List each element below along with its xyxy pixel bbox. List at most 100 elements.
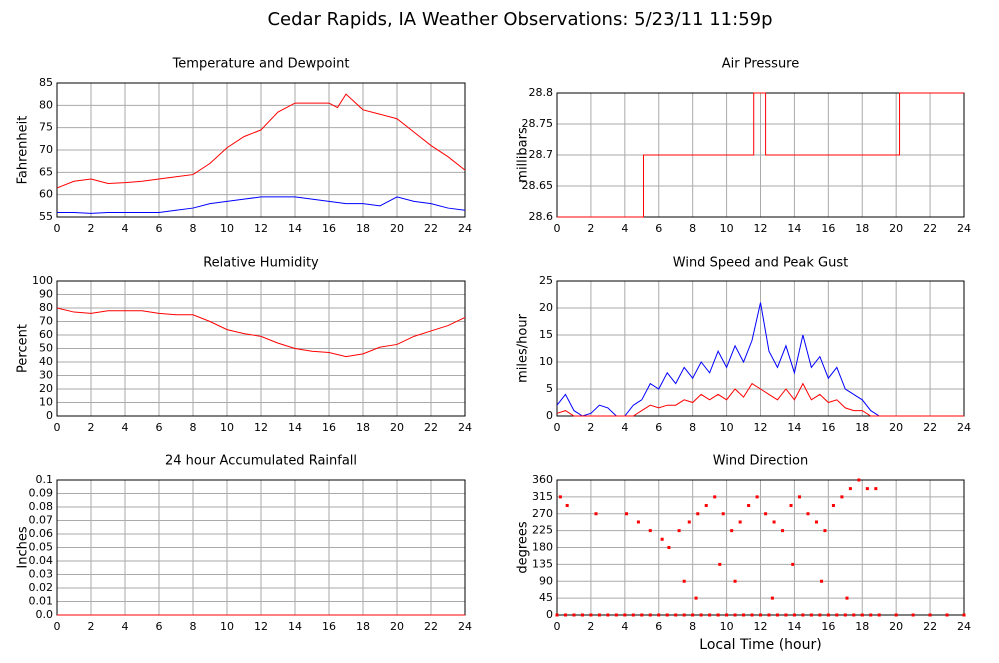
x-tick-label: 18 [855, 222, 869, 235]
data-point [806, 512, 810, 516]
x-tick-label: 22 [923, 222, 937, 235]
y-tick-label: 28.8 [529, 86, 554, 99]
x-tick-label: 2 [587, 222, 594, 235]
x-tick-label: 16 [821, 222, 835, 235]
y-tick-label: 315 [532, 490, 553, 503]
data-point [770, 596, 774, 600]
data-point [682, 579, 686, 583]
x-tick-label: 12 [754, 421, 768, 434]
page-title: Cedar Rapids, IA Weather Observations: 5… [267, 9, 772, 30]
data-point [742, 613, 746, 617]
data-point [874, 487, 878, 491]
x-tick-label: 6 [156, 421, 163, 434]
y-tick-label: 28.65 [522, 179, 554, 192]
x-tick-label: 16 [322, 620, 336, 633]
x-tick-label: 14 [288, 222, 302, 235]
y-tick-label: 80 [39, 98, 53, 111]
data-point [843, 613, 847, 617]
plot-frame [56, 280, 466, 417]
data-point [835, 613, 839, 617]
data-point [660, 537, 664, 541]
x-tick-label: 8 [190, 421, 197, 434]
x-tick-label: 8 [190, 222, 197, 235]
x-tick-label: 22 [424, 421, 438, 434]
data-point [823, 529, 827, 533]
x-tick-label: 2 [88, 222, 95, 235]
data-line [57, 196, 466, 214]
x-tick-label: 22 [424, 620, 438, 633]
data-point [772, 520, 776, 524]
data-point [623, 613, 627, 617]
x-tick-label: 4 [122, 421, 129, 434]
data-point [665, 613, 669, 617]
data-point [767, 613, 771, 617]
x-tick-label: 14 [787, 421, 801, 434]
x-tick-label: 4 [621, 222, 628, 235]
x-tick-label: 20 [390, 620, 404, 633]
x-tick-label: 12 [754, 620, 768, 633]
data-point [877, 613, 881, 617]
y-tick-label: 75 [39, 121, 53, 134]
data-point [572, 613, 576, 617]
x-axis-label: Local Time (hour) [699, 637, 821, 653]
x-tick-label: 10 [720, 222, 734, 235]
y-tick-label: 28.75 [522, 117, 554, 130]
x-tick-label: 20 [390, 222, 404, 235]
x-tick-label: 10 [220, 620, 234, 633]
x-tick-label: 20 [889, 222, 903, 235]
x-tick-label: 10 [720, 620, 734, 633]
x-tick-label: 24 [957, 421, 971, 434]
x-tick-label: 2 [587, 620, 594, 633]
y-tick-label: 0.04 [29, 554, 54, 567]
y-tick-label: 30 [39, 369, 53, 382]
data-point [857, 478, 861, 482]
y-tick-label: 70 [39, 315, 53, 328]
data-point [755, 495, 759, 499]
data-line [56, 93, 466, 189]
data-point [721, 512, 725, 516]
y-tick-label: 25 [539, 274, 553, 287]
y-tick-label: 0.08 [29, 500, 54, 513]
x-tick-label: 0 [54, 222, 61, 235]
y-tick-label: 40 [39, 355, 53, 368]
x-tick-label: 0 [554, 421, 561, 434]
data-point [657, 613, 661, 617]
y-tick-label: 0.06 [29, 527, 54, 540]
x-tick-label: 16 [322, 421, 336, 434]
data-point [789, 504, 793, 507]
data-point [848, 487, 852, 491]
data-point [580, 613, 584, 617]
data-point [894, 613, 898, 617]
data-point [691, 613, 695, 617]
data-point [589, 613, 593, 617]
data-point [775, 613, 779, 617]
x-tick-label: 6 [156, 620, 163, 633]
data-point [791, 562, 795, 566]
x-tick-label: 20 [390, 421, 404, 434]
x-tick-label: 18 [855, 421, 869, 434]
y-tick-label: 0.03 [29, 568, 54, 581]
x-tick-label: 18 [356, 222, 370, 235]
data-point [694, 596, 698, 600]
x-tick-label: 2 [88, 421, 95, 434]
y-tick-label: 0.1 [36, 473, 54, 486]
x-tick-label: 4 [621, 620, 628, 633]
chart-title: Wind Direction [713, 454, 809, 469]
y-tick-label: 80 [39, 301, 53, 314]
data-point [606, 613, 610, 617]
x-tick-label: 10 [220, 421, 234, 434]
data-point [614, 613, 618, 617]
data-line [557, 92, 964, 218]
y-tick-label: 45 [539, 591, 553, 604]
chart-title: Relative Humidity [203, 256, 319, 271]
x-tick-label: 6 [655, 620, 662, 633]
y-tick-label: 90 [539, 574, 553, 587]
data-point [852, 613, 856, 617]
plot-frame [56, 82, 466, 218]
data-point [716, 613, 720, 617]
y-tick-label: 0.05 [29, 541, 54, 554]
x-tick-label: 8 [689, 222, 696, 235]
data-point [750, 613, 754, 617]
data-line [556, 382, 964, 417]
x-tick-label: 8 [689, 421, 696, 434]
